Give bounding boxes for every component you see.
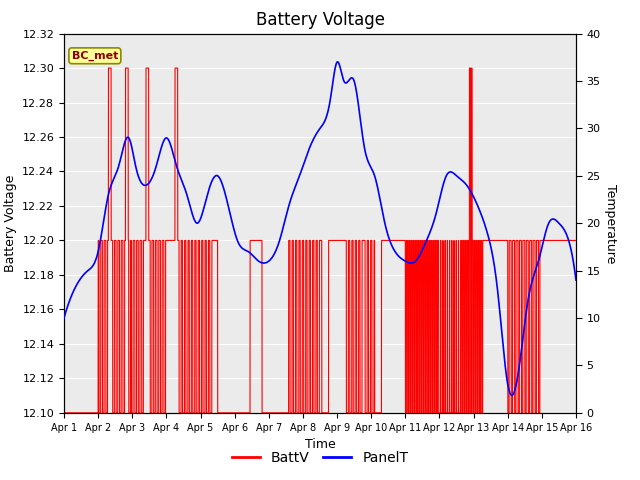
Text: BC_met: BC_met xyxy=(72,51,118,61)
X-axis label: Time: Time xyxy=(305,438,335,451)
Legend: BattV, PanelT: BattV, PanelT xyxy=(226,445,414,471)
Title: Battery Voltage: Battery Voltage xyxy=(255,11,385,29)
Y-axis label: Battery Voltage: Battery Voltage xyxy=(4,175,17,272)
Y-axis label: Temperature: Temperature xyxy=(604,183,617,263)
